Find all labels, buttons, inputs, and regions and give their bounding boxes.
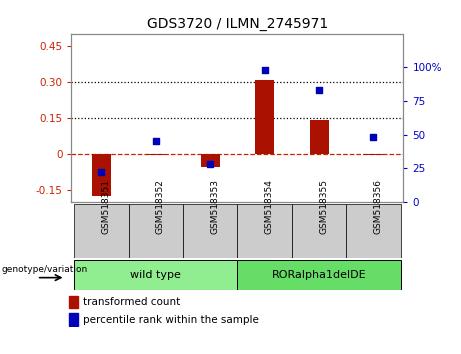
FancyBboxPatch shape [346,204,401,258]
Bar [255,80,274,154]
Text: GSM518351: GSM518351 [101,179,110,234]
Point [98,169,105,175]
FancyBboxPatch shape [74,260,237,290]
Bar [201,154,220,167]
Point [152,138,160,144]
FancyBboxPatch shape [129,204,183,258]
Text: percentile rank within the sample: percentile rank within the sample [83,315,259,325]
Text: GSM518353: GSM518353 [210,179,219,234]
FancyBboxPatch shape [74,204,129,258]
Text: transformed count: transformed count [83,297,181,307]
Title: GDS3720 / ILMN_2745971: GDS3720 / ILMN_2745971 [147,17,328,31]
Point [315,87,323,93]
FancyBboxPatch shape [237,204,292,258]
Bar [69,296,78,308]
Bar [146,154,165,155]
FancyBboxPatch shape [237,260,401,290]
Text: GSM518355: GSM518355 [319,179,328,234]
Text: GSM518352: GSM518352 [156,179,165,234]
Text: GSM518356: GSM518356 [373,179,383,234]
Text: wild type: wild type [130,270,181,280]
Bar [309,120,329,154]
Point [261,67,268,73]
Text: genotype/variation: genotype/variation [1,265,88,274]
Point [370,135,377,140]
Bar [92,154,111,196]
Bar [69,313,78,326]
Bar [364,154,383,155]
Point [207,161,214,167]
Text: GSM518354: GSM518354 [265,179,274,234]
FancyBboxPatch shape [292,204,346,258]
FancyBboxPatch shape [183,204,237,258]
Text: RORalpha1delDE: RORalpha1delDE [272,270,366,280]
